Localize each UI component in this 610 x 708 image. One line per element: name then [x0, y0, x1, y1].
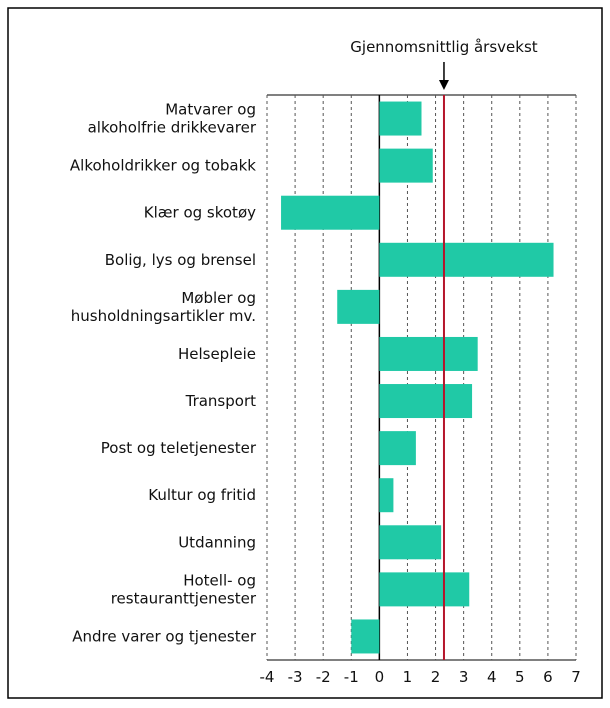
x-tick-label: 1 — [403, 668, 413, 686]
y-tick-label: Klær og skotøy — [144, 204, 256, 222]
x-tick-label: 6 — [543, 668, 553, 686]
x-tick-label: 4 — [487, 668, 497, 686]
y-tick-label: Møbler og husholdningsartikler mv. — [71, 289, 256, 325]
bar — [379, 148, 433, 183]
frame — [7, 7, 603, 699]
y-tick-label: Utdanning — [178, 533, 256, 551]
bar — [337, 289, 380, 324]
bar — [379, 572, 470, 607]
y-tick-label: Matvarer og alkoholfrie drikkevarer — [88, 101, 257, 137]
x-tick-label: 3 — [459, 668, 469, 686]
average-label: Gjennomsnittlig årsvekst — [350, 38, 537, 56]
x-tick-label: 5 — [515, 668, 525, 686]
y-tick-label: Post og teletjenester — [101, 439, 257, 457]
bar — [379, 525, 442, 560]
y-tick-label: Andre varer og tjenester — [72, 627, 257, 645]
x-tick-label: 2 — [431, 668, 441, 686]
bar — [379, 478, 394, 513]
bar — [379, 431, 416, 466]
y-tick-label: Kultur og fritid — [148, 486, 256, 504]
y-tick-label: Alkoholdrikker og tobakk — [70, 157, 256, 175]
bar — [379, 242, 554, 277]
x-tick-label: -1 — [344, 668, 359, 686]
bar — [281, 195, 380, 230]
y-tick-label: Transport — [185, 392, 257, 410]
x-tick-label: -4 — [260, 668, 275, 686]
bar — [351, 619, 380, 654]
bar — [379, 101, 422, 136]
x-tick-label: 0 — [375, 668, 385, 686]
x-tick-label: -3 — [288, 668, 303, 686]
bar — [379, 384, 473, 419]
y-tick-label: Hotell- og restauranttjenester — [111, 571, 257, 607]
x-tick-label: -2 — [316, 668, 331, 686]
average-arrowhead — [438, 80, 449, 90]
bar — [379, 336, 478, 371]
y-tick-label: Helsepleie — [178, 345, 256, 363]
y-tick-label: Bolig, lys og brensel — [105, 251, 256, 269]
x-tick-label: 7 — [571, 668, 581, 686]
